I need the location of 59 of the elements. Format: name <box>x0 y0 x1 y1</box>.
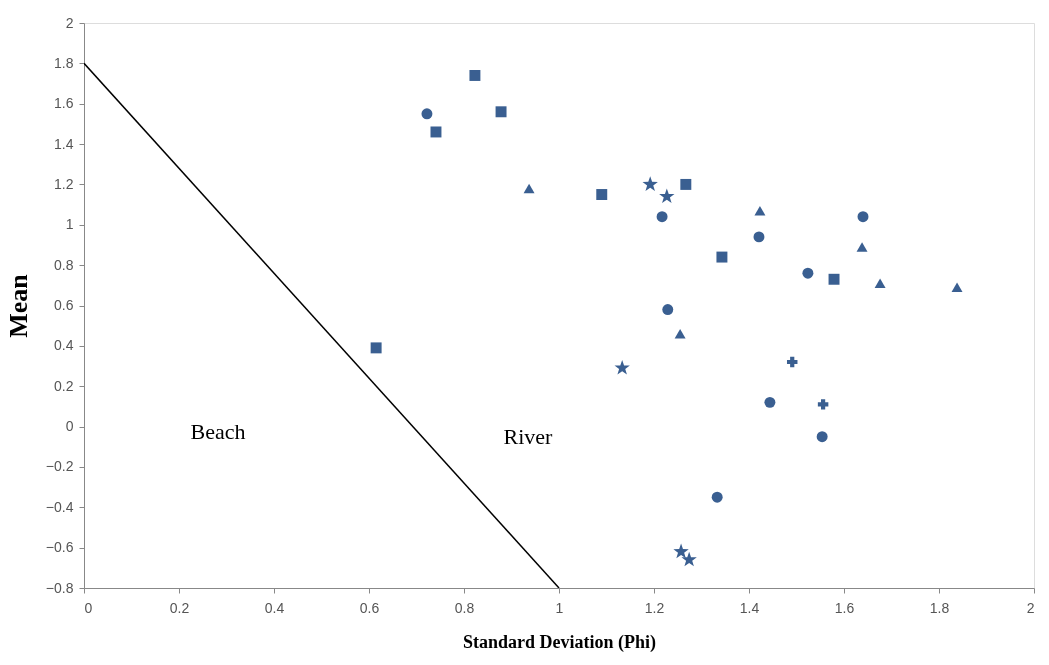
y-tick-label: −0.8 <box>45 579 74 596</box>
x-tick-label: 0 <box>84 599 93 616</box>
point <box>817 399 829 410</box>
point <box>596 189 608 200</box>
x-tick-label: 2 <box>1026 599 1035 616</box>
point <box>680 178 692 190</box>
point <box>828 273 840 285</box>
point <box>642 176 658 191</box>
x-tick-label: 0.6 <box>359 599 380 616</box>
point <box>659 188 675 204</box>
y-tick-label: 2 <box>65 14 74 31</box>
point <box>370 342 382 354</box>
y-tick-label: 1.4 <box>54 135 74 152</box>
point <box>764 396 776 408</box>
point <box>754 205 766 216</box>
point <box>656 211 668 223</box>
point <box>857 211 869 223</box>
point <box>951 282 963 293</box>
point <box>662 304 674 315</box>
annotation: Beach <box>190 419 246 444</box>
y-tick-label: 1.6 <box>54 95 74 112</box>
point <box>816 431 828 443</box>
point <box>614 359 630 375</box>
point <box>856 242 868 252</box>
x-tick-label: 1.2 <box>644 599 665 616</box>
x-tick-label: 1.4 <box>739 599 760 616</box>
point <box>786 356 798 368</box>
point <box>716 251 728 263</box>
point <box>523 183 535 194</box>
y-tick-label: 1.2 <box>54 175 74 192</box>
x-tick-label: 1.8 <box>929 599 950 616</box>
point <box>802 267 814 279</box>
y-tick-label: −0.2 <box>45 458 74 475</box>
point <box>469 69 481 81</box>
x-axis-title: Standard Deviation (Phi) <box>462 631 657 653</box>
annotation: River <box>503 424 554 449</box>
y-tick-label: 0 <box>65 418 74 435</box>
y-tick-label: 0.6 <box>54 297 74 313</box>
y-tick-label: 0.2 <box>54 377 74 394</box>
y-tick-label: 1.8 <box>54 54 74 71</box>
x-tick-label: 0.4 <box>264 599 285 616</box>
point <box>495 106 507 118</box>
point <box>673 543 689 559</box>
x-tick-label: 1 <box>555 599 564 616</box>
y-tick-label: −0.6 <box>45 539 74 556</box>
y-tick-label: 1 <box>65 216 74 233</box>
y-tick-label: −0.4 <box>45 498 74 515</box>
x-tick-label: 1.6 <box>834 599 855 616</box>
y-tick-label: 0.4 <box>54 337 74 354</box>
y-tick-label: 0.8 <box>54 256 74 273</box>
y-axis-title: Mean <box>3 273 33 338</box>
point <box>681 551 697 567</box>
point <box>874 278 886 289</box>
x-tick-label: 0.8 <box>454 599 475 616</box>
point <box>430 126 442 138</box>
x-tick-label: 0.2 <box>169 599 190 616</box>
point <box>421 108 433 120</box>
point <box>753 231 765 243</box>
point <box>711 491 723 503</box>
